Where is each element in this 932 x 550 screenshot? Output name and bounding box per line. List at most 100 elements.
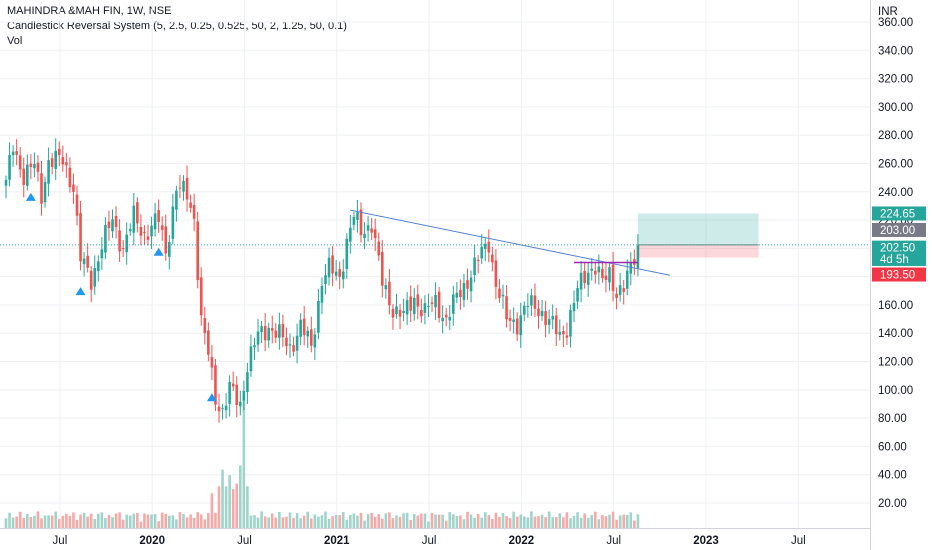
candle-body: [597, 266, 601, 273]
candle-body: [281, 323, 285, 338]
price-badge-text: 4d 5h: [880, 254, 909, 266]
volume-bar: [160, 512, 164, 528]
volume-bar: [618, 515, 622, 528]
candle-body: [395, 306, 398, 315]
volume-bar: [505, 516, 508, 528]
candle-body: [501, 294, 505, 297]
volume-bar: [136, 513, 139, 528]
candle-body: [317, 300, 320, 333]
volume-bar: [569, 518, 572, 528]
candle-body: [267, 328, 270, 341]
candle-body: [82, 258, 86, 265]
target-zone[interactable]: [637, 213, 759, 245]
candle-body: [139, 226, 143, 236]
candles: [4, 138, 640, 423]
price-badge-level: [872, 222, 926, 237]
volume-title[interactable]: Vol: [7, 35, 23, 47]
candle-body: [366, 225, 370, 231]
candle-body: [554, 315, 558, 335]
candle-body: [562, 331, 565, 335]
candle-body: [341, 271, 345, 280]
candle-body: [164, 226, 168, 254]
candle-body: [636, 245, 640, 269]
time-tick-label: Jul: [237, 535, 252, 547]
candle-body: [235, 384, 239, 405]
volume-bar: [562, 517, 565, 528]
candle-body: [618, 285, 622, 296]
price-tick-label: 240.00: [878, 187, 913, 199]
candle-body: [381, 251, 384, 286]
candle-body: [409, 296, 412, 311]
candle-body: [604, 275, 608, 280]
price-tick-label: 160.00: [878, 300, 913, 312]
chart-legend: MAHINDRA &MAH FIN, 1W, NSE Candlestick R…: [7, 4, 347, 49]
volume-bar: [572, 515, 576, 528]
indicator-title[interactable]: Candlestick Reversal System (5, 2.5, 0.2…: [7, 20, 347, 32]
volume-bar: [544, 517, 547, 528]
volume-bar: [558, 513, 562, 528]
candle-body: [594, 270, 597, 275]
volume-bar: [395, 515, 398, 528]
candle-body: [533, 295, 537, 309]
volume-bar: [452, 514, 455, 528]
candle-body: [530, 295, 533, 306]
candle-body: [576, 288, 579, 302]
candle-body: [36, 162, 40, 172]
volume-bar: [114, 513, 118, 528]
volume-bar: [54, 511, 57, 528]
volume-bar: [473, 517, 476, 528]
candle-body: [505, 296, 508, 320]
stop-zone[interactable]: [637, 244, 759, 258]
candle-body: [299, 319, 302, 337]
candle-body: [320, 285, 324, 303]
time-axis[interactable]: Jul 2020 Jul 2021 Jul 2022 Jul 2023 Jul: [53, 535, 806, 547]
volume-bar: [398, 516, 402, 528]
price-tick-label: 40.00: [878, 470, 907, 482]
candle-body: [29, 163, 33, 168]
price-tick-label: 20.00: [878, 498, 907, 510]
candle-body: [86, 255, 89, 268]
volume-bar: [554, 516, 558, 528]
volume-bar: [246, 486, 249, 528]
volume-bar: [253, 515, 256, 528]
volume-bar: [384, 513, 388, 528]
candle-body: [459, 289, 462, 298]
candle-body: [498, 288, 501, 298]
candle-body: [207, 330, 210, 355]
candle-body: [150, 225, 153, 237]
volume-bar: [416, 515, 420, 528]
volume-bar: [530, 511, 533, 528]
volume-bar: [242, 396, 246, 528]
candle-body: [121, 247, 125, 249]
candle-body: [4, 179, 8, 186]
candle-body: [352, 216, 356, 225]
volume-bar: [199, 514, 203, 528]
candle-body: [572, 302, 576, 312]
price-badge-text: 224.65: [880, 208, 915, 220]
volume-bar: [89, 513, 93, 528]
volume-bar: [189, 514, 192, 528]
volume-bar: [260, 511, 263, 528]
candle-body: [448, 316, 452, 321]
volume-bar: [43, 515, 47, 528]
candle-body: [26, 164, 29, 186]
candle-body: [370, 228, 373, 233]
volume-bar: [210, 493, 214, 528]
volume-bar: [466, 511, 469, 528]
volume-bar: [519, 514, 523, 528]
symbol-title[interactable]: MAHINDRA &MAH FIN, 1W, NSE: [7, 5, 172, 17]
candle-body: [242, 390, 246, 401]
candle-body: [75, 194, 79, 216]
price-tick-label: 140.00: [878, 328, 913, 340]
volume-bar: [420, 513, 423, 528]
volume-bar: [551, 517, 554, 528]
signal-up-triangle: [206, 393, 217, 402]
volume-bar: [292, 518, 295, 528]
candle-body: [11, 151, 15, 156]
volume-bar: [47, 515, 50, 528]
trendline[interactable]: [350, 209, 670, 276]
price-badge-text: 202.50: [880, 243, 915, 255]
volume-bar: [68, 515, 72, 528]
